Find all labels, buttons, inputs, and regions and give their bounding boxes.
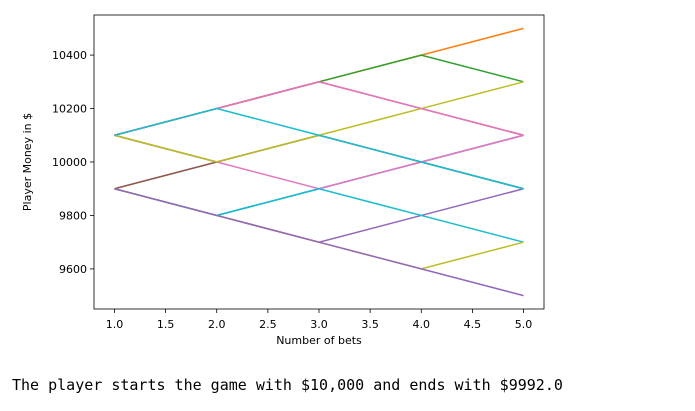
output-text: The player starts the game with $10,000 …: [12, 376, 563, 394]
line-series: [114, 188, 524, 243]
y-tick-label: 9800: [59, 209, 87, 222]
y-tick-label: 10400: [52, 49, 87, 62]
line-series: [114, 188, 524, 297]
line-series: [114, 81, 524, 136]
line-series: [114, 188, 524, 270]
x-tick-label: 1.5: [157, 318, 175, 331]
x-tick-label: 3.5: [361, 318, 379, 331]
x-axis-label: Number of bets: [276, 334, 362, 347]
line-series: [114, 134, 524, 217]
y-tick-label: 10000: [52, 156, 87, 169]
y-axis-label: Player Money in $: [21, 113, 34, 211]
line-series: [114, 107, 524, 190]
line-series: [114, 134, 524, 190]
chart: Number of bets Player Money in $ 1.0 1.5 2…: [21, 14, 545, 347]
x-tick-label: 5.0: [515, 318, 533, 331]
x-tick-label: 4.0: [413, 318, 431, 331]
line-series: [114, 54, 524, 136]
x-tick-label: 2.5: [259, 318, 277, 331]
line-series: [114, 187, 524, 243]
line-series: [114, 81, 524, 136]
x-tick-label: 2.0: [208, 318, 226, 331]
x-tick-label: 3.0: [310, 318, 328, 331]
line-series: [114, 134, 524, 190]
y-tick-label: 9600: [59, 263, 87, 276]
line-series: [114, 81, 524, 163]
x-tick-label: 4.5: [464, 318, 482, 331]
line-series: [114, 134, 524, 190]
x-tick-label: 1.0: [106, 318, 124, 331]
y-tick-label: 10200: [52, 103, 87, 116]
axes-frame: [93, 14, 545, 310]
